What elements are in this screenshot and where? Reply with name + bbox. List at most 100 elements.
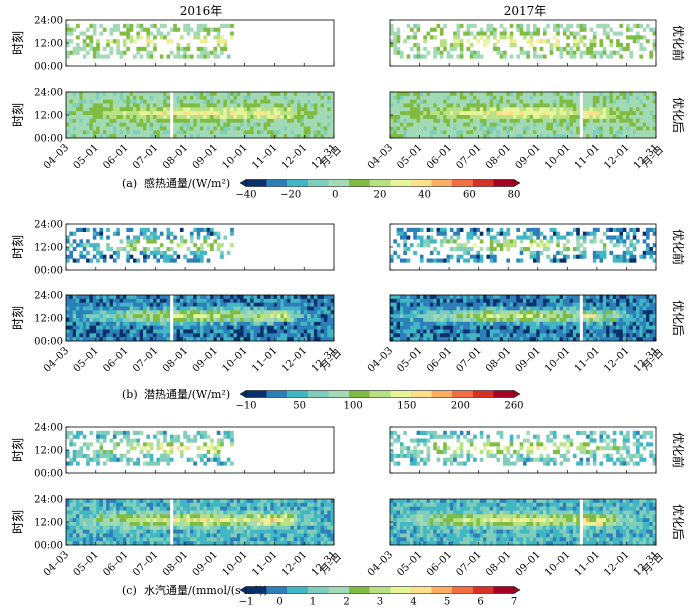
heat-cell <box>256 126 261 131</box>
heat-cell <box>270 321 274 326</box>
heat-cell <box>86 325 90 330</box>
heat-cell <box>606 333 610 338</box>
heat-cell <box>419 318 424 323</box>
heat-cell <box>536 115 540 120</box>
heat-cell <box>330 318 335 323</box>
heat-cell <box>99 130 104 135</box>
heat-cell <box>112 23 117 28</box>
heat-cell <box>297 321 301 326</box>
heat-cell <box>503 50 507 55</box>
heatmap-panel: 04–03 05–01 06–01 07–01 08–01 09–01 10–01 11–01… <box>366 294 666 375</box>
heat-cell <box>496 239 501 244</box>
heat-cell <box>390 321 394 326</box>
heat-cell <box>423 318 427 323</box>
heat-cell <box>196 250 201 255</box>
heat-cell <box>317 130 321 135</box>
heat-cell <box>506 118 511 123</box>
heat-cell <box>509 310 514 315</box>
heat-cell <box>536 107 540 112</box>
heat-cell <box>413 115 417 120</box>
heat-cell <box>313 115 318 120</box>
heat-cell <box>576 103 580 108</box>
heat-cell <box>122 115 127 120</box>
heat-cell <box>509 325 514 330</box>
heat-cell <box>453 310 457 315</box>
heat-cell <box>483 329 487 334</box>
heat-cell <box>569 118 574 123</box>
heat-cell <box>126 46 130 51</box>
heat-cell <box>509 39 514 44</box>
heat-cell <box>136 333 140 338</box>
heat-cell <box>96 337 100 342</box>
heat-cell <box>86 95 90 100</box>
heat-cell <box>539 306 544 311</box>
heat-cell <box>619 235 624 240</box>
heat-cell <box>403 310 407 315</box>
heat-cell <box>556 295 560 300</box>
heat-cell <box>523 122 527 127</box>
heat-cell <box>463 250 467 255</box>
heat-cell <box>542 235 547 240</box>
heat-cell <box>129 295 134 300</box>
heat-cell <box>586 103 590 108</box>
heat-cell <box>599 95 604 100</box>
heat-cell <box>463 31 467 36</box>
heat-cell <box>273 329 278 334</box>
heat-cell <box>496 306 501 311</box>
heat-cell <box>433 126 437 131</box>
heat-cell <box>240 95 244 100</box>
heat-cell <box>146 321 151 326</box>
heat-cell <box>200 325 204 330</box>
heat-cell <box>589 95 594 100</box>
heat-cell <box>92 134 97 139</box>
heat-cell <box>82 111 87 116</box>
heat-cell <box>499 95 504 100</box>
heat-cell <box>619 333 624 338</box>
heat-cell <box>99 107 104 112</box>
heat-cell <box>529 130 534 135</box>
heat-cell <box>230 314 234 319</box>
heat-cell <box>116 122 120 127</box>
heat-cell <box>506 243 511 248</box>
heat-cell <box>327 321 331 326</box>
heat-cell <box>453 337 457 342</box>
heat-cell <box>263 333 268 338</box>
heat-cell <box>313 302 318 307</box>
heat-cell <box>433 295 437 300</box>
heat-cell <box>526 27 530 32</box>
heat-cell <box>532 130 537 135</box>
heat-cell <box>499 243 504 248</box>
heat-cell <box>133 134 137 139</box>
heat-cell <box>92 92 97 97</box>
heat-cell <box>396 321 401 326</box>
heat-cell <box>526 310 530 315</box>
heat-cell <box>189 298 194 303</box>
heat-cell <box>436 302 441 307</box>
heat-cell <box>586 115 590 120</box>
heat-cell <box>122 130 127 135</box>
heat-cell <box>443 92 447 97</box>
heat-cell <box>220 35 224 40</box>
heat-cell <box>483 318 487 323</box>
heat-cell <box>200 54 204 59</box>
heat-cell <box>270 107 274 112</box>
heat-cell <box>642 231 647 236</box>
heat-cell <box>626 99 630 104</box>
heat-cell <box>92 27 97 32</box>
heat-cell <box>396 302 401 307</box>
heat-cell <box>92 126 97 131</box>
heat-cell <box>449 130 454 135</box>
heat-cell <box>426 107 431 112</box>
heat-cell <box>586 302 590 307</box>
heat-cell <box>189 231 194 236</box>
heat-cell <box>466 39 471 44</box>
heat-cell <box>549 50 554 55</box>
heat-cell <box>186 329 191 334</box>
heat-cell <box>223 134 228 139</box>
heat-cell <box>493 337 497 342</box>
heat-cell <box>609 115 614 120</box>
heat-cell <box>642 115 647 120</box>
heat-cell <box>166 318 171 323</box>
heat-cell <box>267 130 271 135</box>
heat-cell <box>186 43 191 48</box>
